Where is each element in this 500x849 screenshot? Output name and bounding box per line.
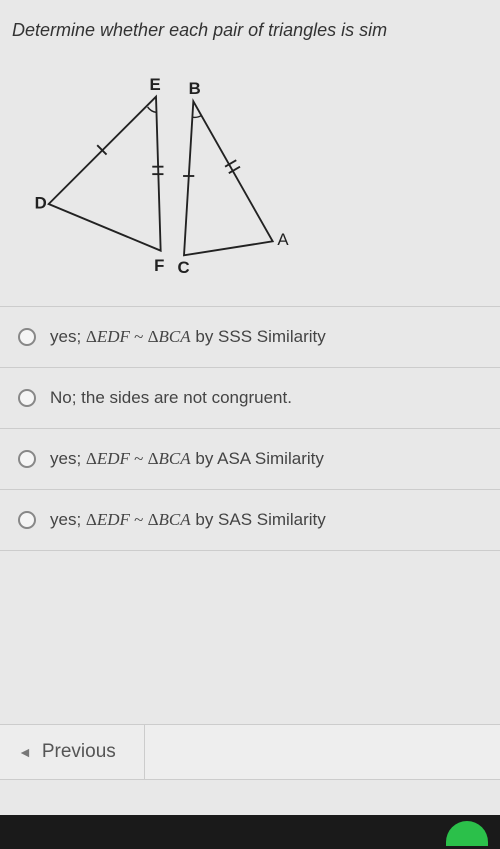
option-0[interactable]: yes; ΔEDF ~ ΔBCA by SSS Similarity [0, 307, 500, 368]
triangle-diagram: D E F B C A [0, 66, 500, 296]
opt-suffix: by SAS Similarity [191, 510, 326, 529]
diagram-svg: D E F B C A [30, 66, 310, 286]
opt-prefix: yes; [50, 327, 86, 346]
label-b: B [189, 79, 201, 98]
option-text: yes; ΔEDF ~ ΔBCA by ASA Similarity [50, 449, 324, 469]
previous-label: Previous [42, 741, 116, 763]
label-d: D [35, 194, 47, 213]
option-1[interactable]: No; the sides are not congruent. [0, 368, 500, 429]
quiz-page: Determine whether each pair of triangles… [0, 0, 500, 815]
label-c: C [177, 258, 189, 277]
option-text: yes; ΔEDF ~ ΔBCA by SAS Similarity [50, 510, 326, 530]
os-taskbar [0, 815, 500, 849]
radio-icon [18, 511, 36, 529]
question-prompt: Determine whether each pair of triangles… [0, 20, 500, 66]
angle-arc-b [192, 115, 201, 117]
triangle-bca [184, 101, 273, 255]
opt-suffix: by ASA Similarity [191, 449, 324, 468]
chevron-left-icon: ◄ [18, 744, 32, 760]
label-a: A [277, 230, 289, 249]
label-e: E [149, 75, 160, 94]
answer-options: yes; ΔEDF ~ ΔBCA by SSS Similarity No; t… [0, 306, 500, 551]
opt-math: ΔEDF ~ ΔBCA [86, 449, 191, 468]
option-text: No; the sides are not congruent. [50, 388, 292, 408]
opt-math: ΔEDF ~ ΔBCA [86, 327, 191, 346]
opt-suffix: by SSS Similarity [191, 327, 326, 346]
radio-icon [18, 450, 36, 468]
nav-footer: ◄ Previous [0, 724, 500, 780]
opt-prefix: yes; [50, 510, 86, 529]
opt-math: ΔEDF ~ ΔBCA [86, 510, 191, 529]
radio-icon [18, 389, 36, 407]
opt-prefix: No; the sides are not congruent. [50, 388, 292, 407]
option-3[interactable]: yes; ΔEDF ~ ΔBCA by SAS Similarity [0, 490, 500, 551]
triangle-def [49, 97, 161, 251]
label-f: F [154, 256, 164, 275]
option-text: yes; ΔEDF ~ ΔBCA by SSS Similarity [50, 327, 326, 347]
notification-icon [446, 821, 488, 846]
previous-button[interactable]: ◄ Previous [0, 725, 145, 779]
radio-icon [18, 328, 36, 346]
opt-prefix: yes; [50, 449, 86, 468]
option-2[interactable]: yes; ΔEDF ~ ΔBCA by ASA Similarity [0, 429, 500, 490]
